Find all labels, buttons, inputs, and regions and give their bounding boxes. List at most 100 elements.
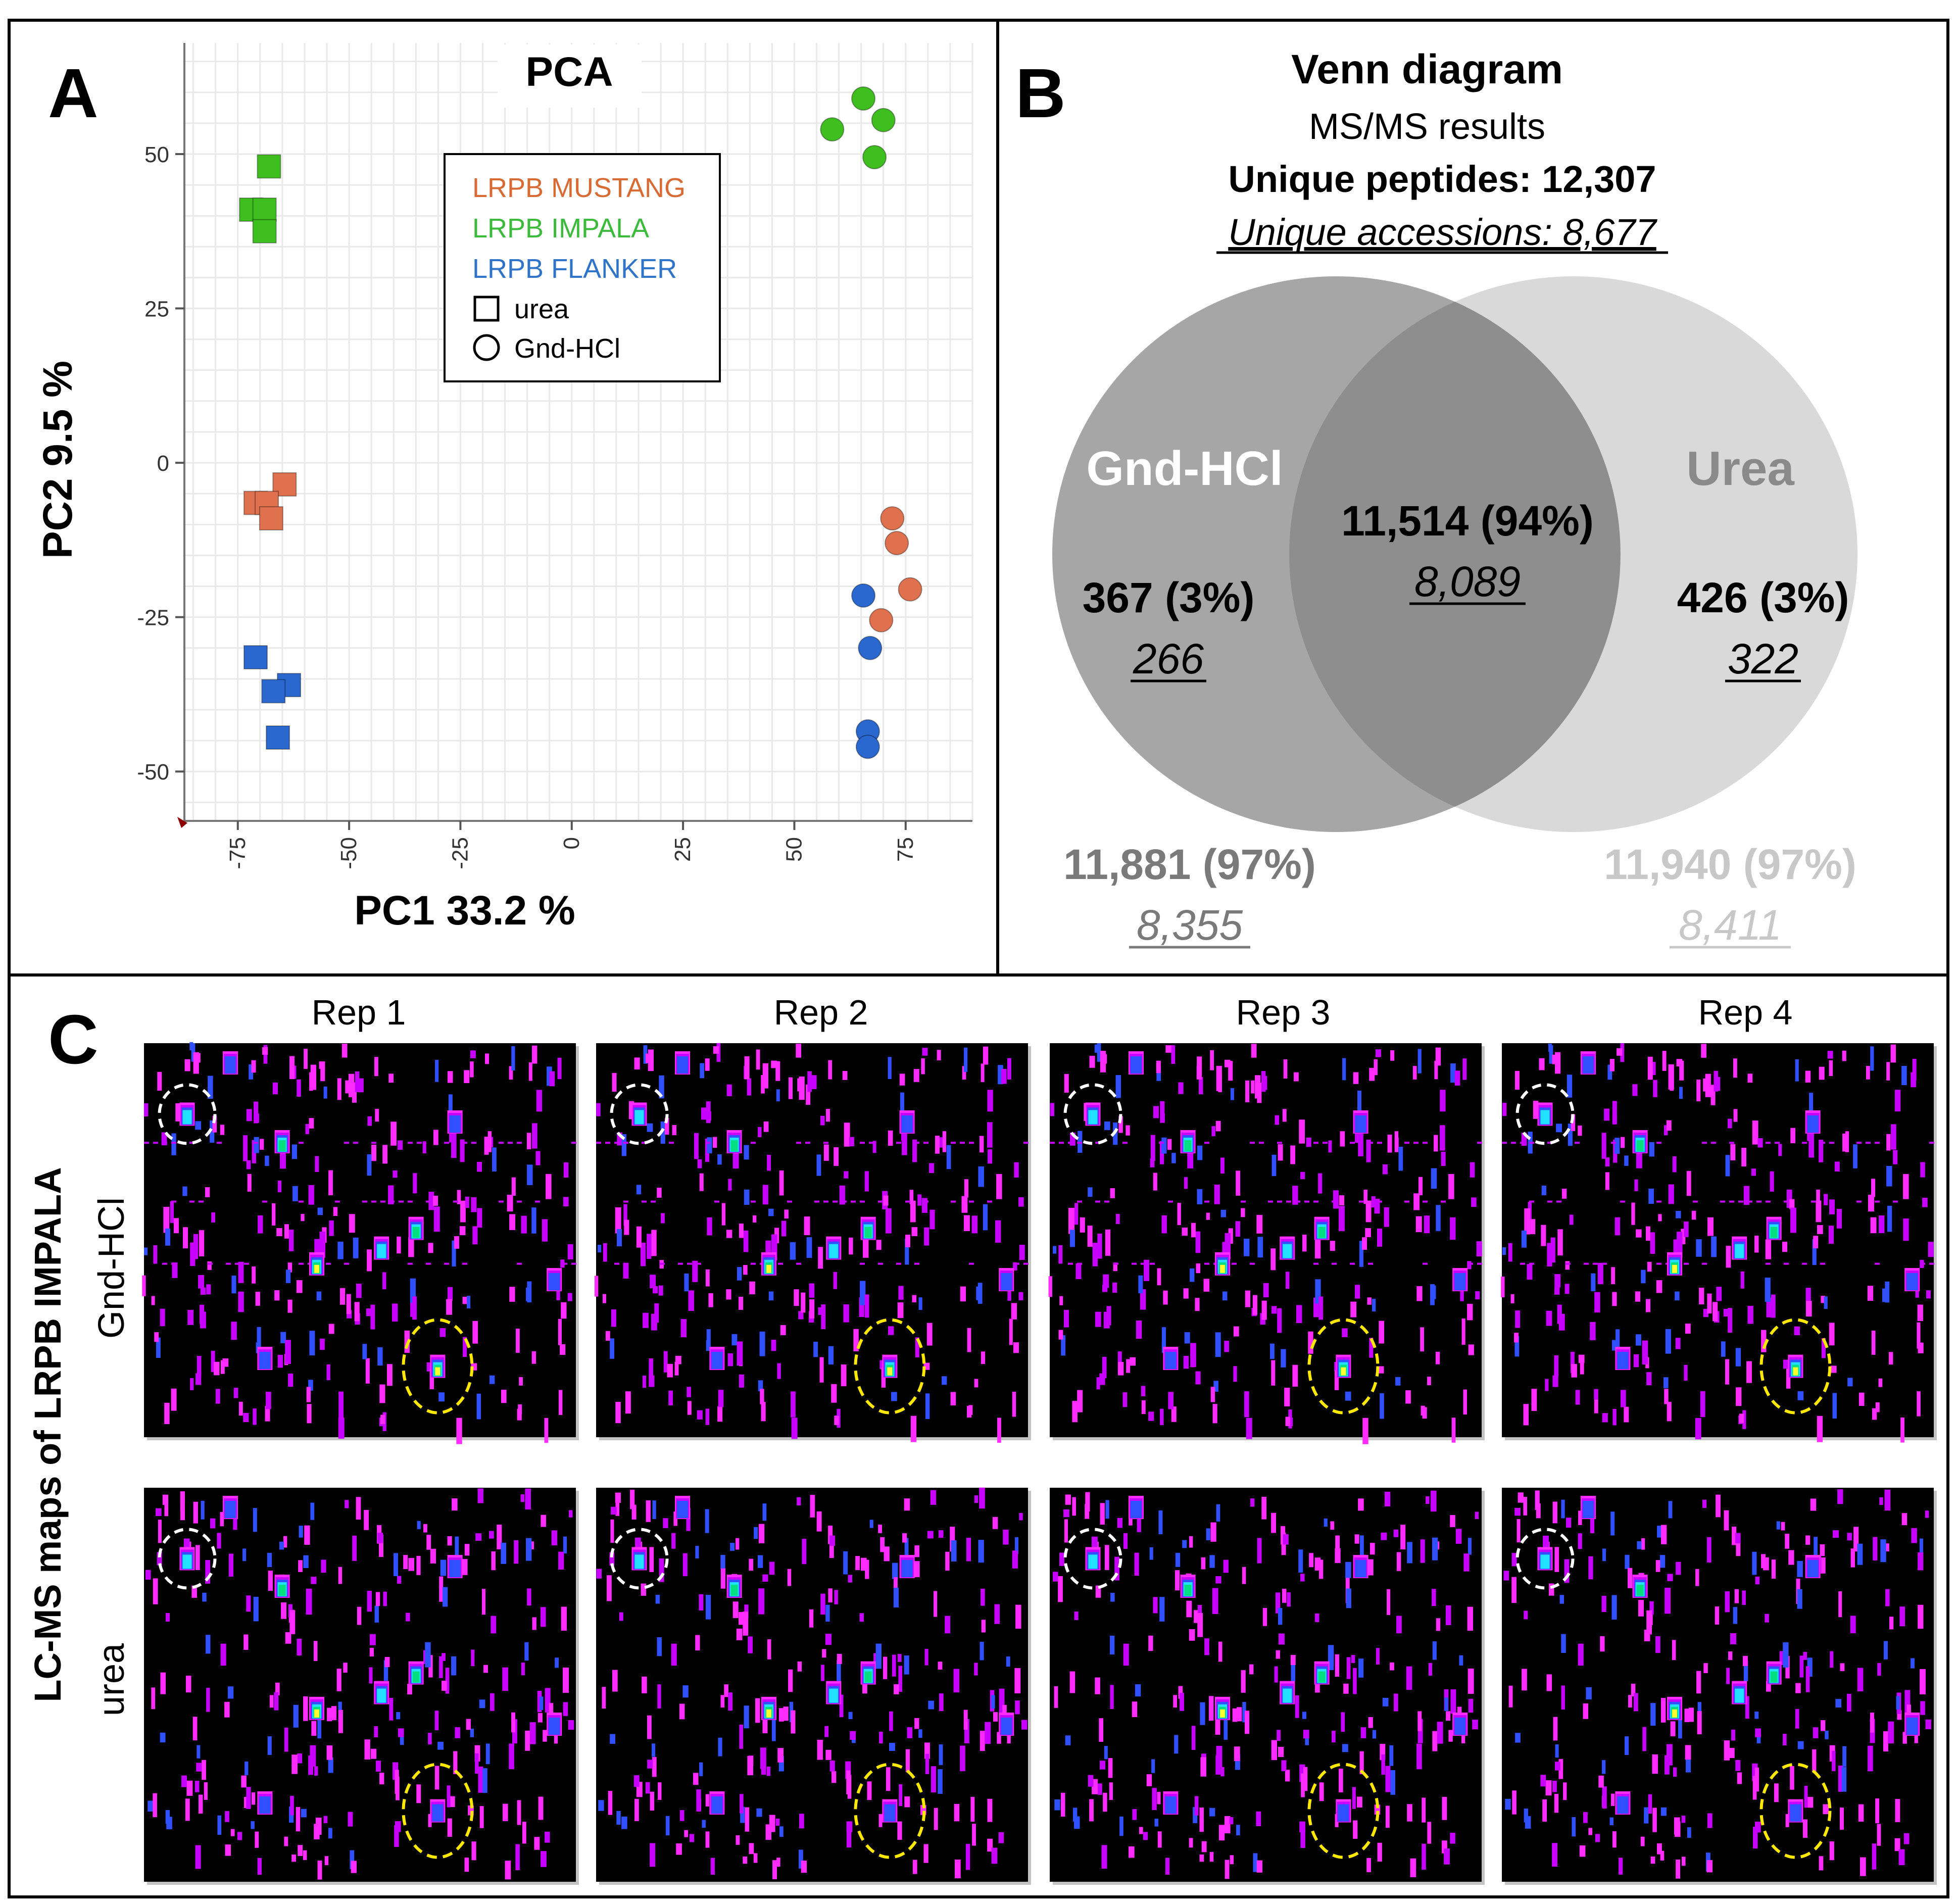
ms-peak — [1085, 1492, 1090, 1512]
ms-peak — [156, 1337, 161, 1358]
ms-peak — [1285, 1770, 1290, 1782]
ms-peak — [1556, 1124, 1562, 1133]
map-background — [1502, 1043, 1934, 1437]
ms-peak — [1786, 1189, 1792, 1208]
ms-peak — [1436, 1205, 1441, 1231]
ms-peak — [1175, 1552, 1181, 1567]
ms-peak — [1516, 1519, 1521, 1543]
ms-peak — [1110, 1188, 1115, 1198]
ms-peak — [1396, 1552, 1401, 1571]
ms-peak — [1914, 1733, 1918, 1743]
ms-peak — [1583, 1703, 1589, 1719]
ms-peak — [238, 1401, 243, 1416]
ms-peak — [796, 1142, 801, 1144]
ms-peak — [571, 1142, 576, 1144]
ms-peak — [1225, 1233, 1231, 1259]
ms-peak — [1222, 1291, 1228, 1301]
ms-peak — [899, 1073, 905, 1086]
ms-peak — [1074, 1612, 1079, 1620]
ms-peak — [540, 1607, 546, 1627]
ms-peak — [779, 1826, 784, 1837]
y-tick-label: -50 — [137, 760, 169, 785]
lcms-map-gnd-hcl-rep-4 — [1501, 1043, 1937, 1443]
ms-peak — [987, 1122, 993, 1148]
ms-peak — [900, 1092, 904, 1118]
ms-peak — [1432, 1537, 1438, 1560]
ms-peak — [1724, 1740, 1730, 1761]
pca-xlabel: PC1 33.2 % — [354, 888, 575, 934]
ms-peak — [809, 1299, 815, 1319]
ms-peak — [747, 1755, 753, 1776]
ms-peak — [665, 1816, 670, 1836]
ms-peak — [912, 1860, 917, 1874]
ms-peak — [1161, 1327, 1166, 1349]
ms-peak — [1149, 1547, 1153, 1560]
ms-peak — [151, 1687, 156, 1710]
ms-peak — [1688, 1707, 1694, 1722]
ms-peak — [879, 1360, 885, 1370]
ms-peak — [1667, 1574, 1673, 1581]
ms-peak — [766, 1264, 771, 1273]
ms-peak — [772, 1860, 777, 1880]
ms-peak — [190, 1242, 195, 1266]
ms-peak — [1212, 1588, 1218, 1614]
ms-peak — [1268, 1200, 1273, 1203]
ms-peak — [551, 1530, 558, 1546]
ms-peak — [1604, 1108, 1610, 1121]
ms-peak — [602, 1294, 606, 1303]
ms-peak — [823, 1144, 829, 1161]
ms-peak — [751, 1142, 756, 1144]
ms-peak — [730, 1585, 738, 1596]
ms-peak — [366, 1308, 372, 1316]
ms-peak — [1508, 1243, 1512, 1262]
ms-peak — [374, 1605, 379, 1623]
highlight-ring-white — [1063, 1083, 1122, 1145]
ms-peak — [1355, 1560, 1366, 1577]
ms-peak — [728, 1179, 732, 1191]
ms-peak — [864, 1171, 869, 1192]
ms-peak — [375, 1108, 379, 1122]
ms-peak — [1292, 1186, 1298, 1205]
ms-peak — [762, 1574, 768, 1582]
ms-peak — [1696, 1239, 1702, 1257]
ms-peak — [1335, 1548, 1341, 1563]
ms-peak — [563, 1536, 567, 1554]
ms-peak — [1929, 1142, 1934, 1144]
ms-peak — [768, 1291, 774, 1301]
ms-peak — [594, 1276, 599, 1297]
ms-peak — [1404, 1142, 1409, 1144]
ms-peak — [471, 1649, 475, 1667]
ms-peak — [846, 1770, 851, 1794]
ms-peak — [1512, 1790, 1516, 1815]
ms-peak — [466, 1296, 471, 1308]
ms-peak — [1695, 1569, 1699, 1586]
ms-peak — [1468, 1698, 1474, 1713]
ms-peak — [1143, 1832, 1148, 1840]
ms-peak — [1540, 1775, 1546, 1787]
ms-peak — [1178, 1082, 1184, 1094]
ms-peak — [711, 1352, 723, 1369]
ms-peak — [1549, 1045, 1553, 1064]
ms-peak — [889, 1743, 895, 1751]
ms-peak — [1229, 1817, 1234, 1825]
ms-peak — [1019, 1244, 1025, 1260]
ms-peak — [771, 1718, 776, 1741]
ms-peak — [482, 1768, 487, 1793]
ms-peak — [864, 1294, 869, 1318]
ms-peak — [1807, 1657, 1813, 1677]
ms-peak — [923, 1362, 930, 1370]
ms-peak — [231, 1322, 237, 1340]
ms-peak — [1235, 1754, 1241, 1770]
highlight-ring-white — [610, 1083, 669, 1145]
ms-peak — [464, 1858, 469, 1872]
ms-peak — [459, 1226, 466, 1236]
ms-peak — [1602, 1413, 1608, 1423]
ms-peak — [1770, 1227, 1778, 1238]
ms-peak — [862, 1238, 869, 1258]
ms-peak — [1726, 1668, 1730, 1684]
x-tick-label: -50 — [336, 837, 361, 869]
ms-peak — [157, 1552, 162, 1566]
ms-peak — [398, 1140, 403, 1150]
ms-peak — [739, 1724, 743, 1749]
ms-peak — [860, 1281, 866, 1305]
